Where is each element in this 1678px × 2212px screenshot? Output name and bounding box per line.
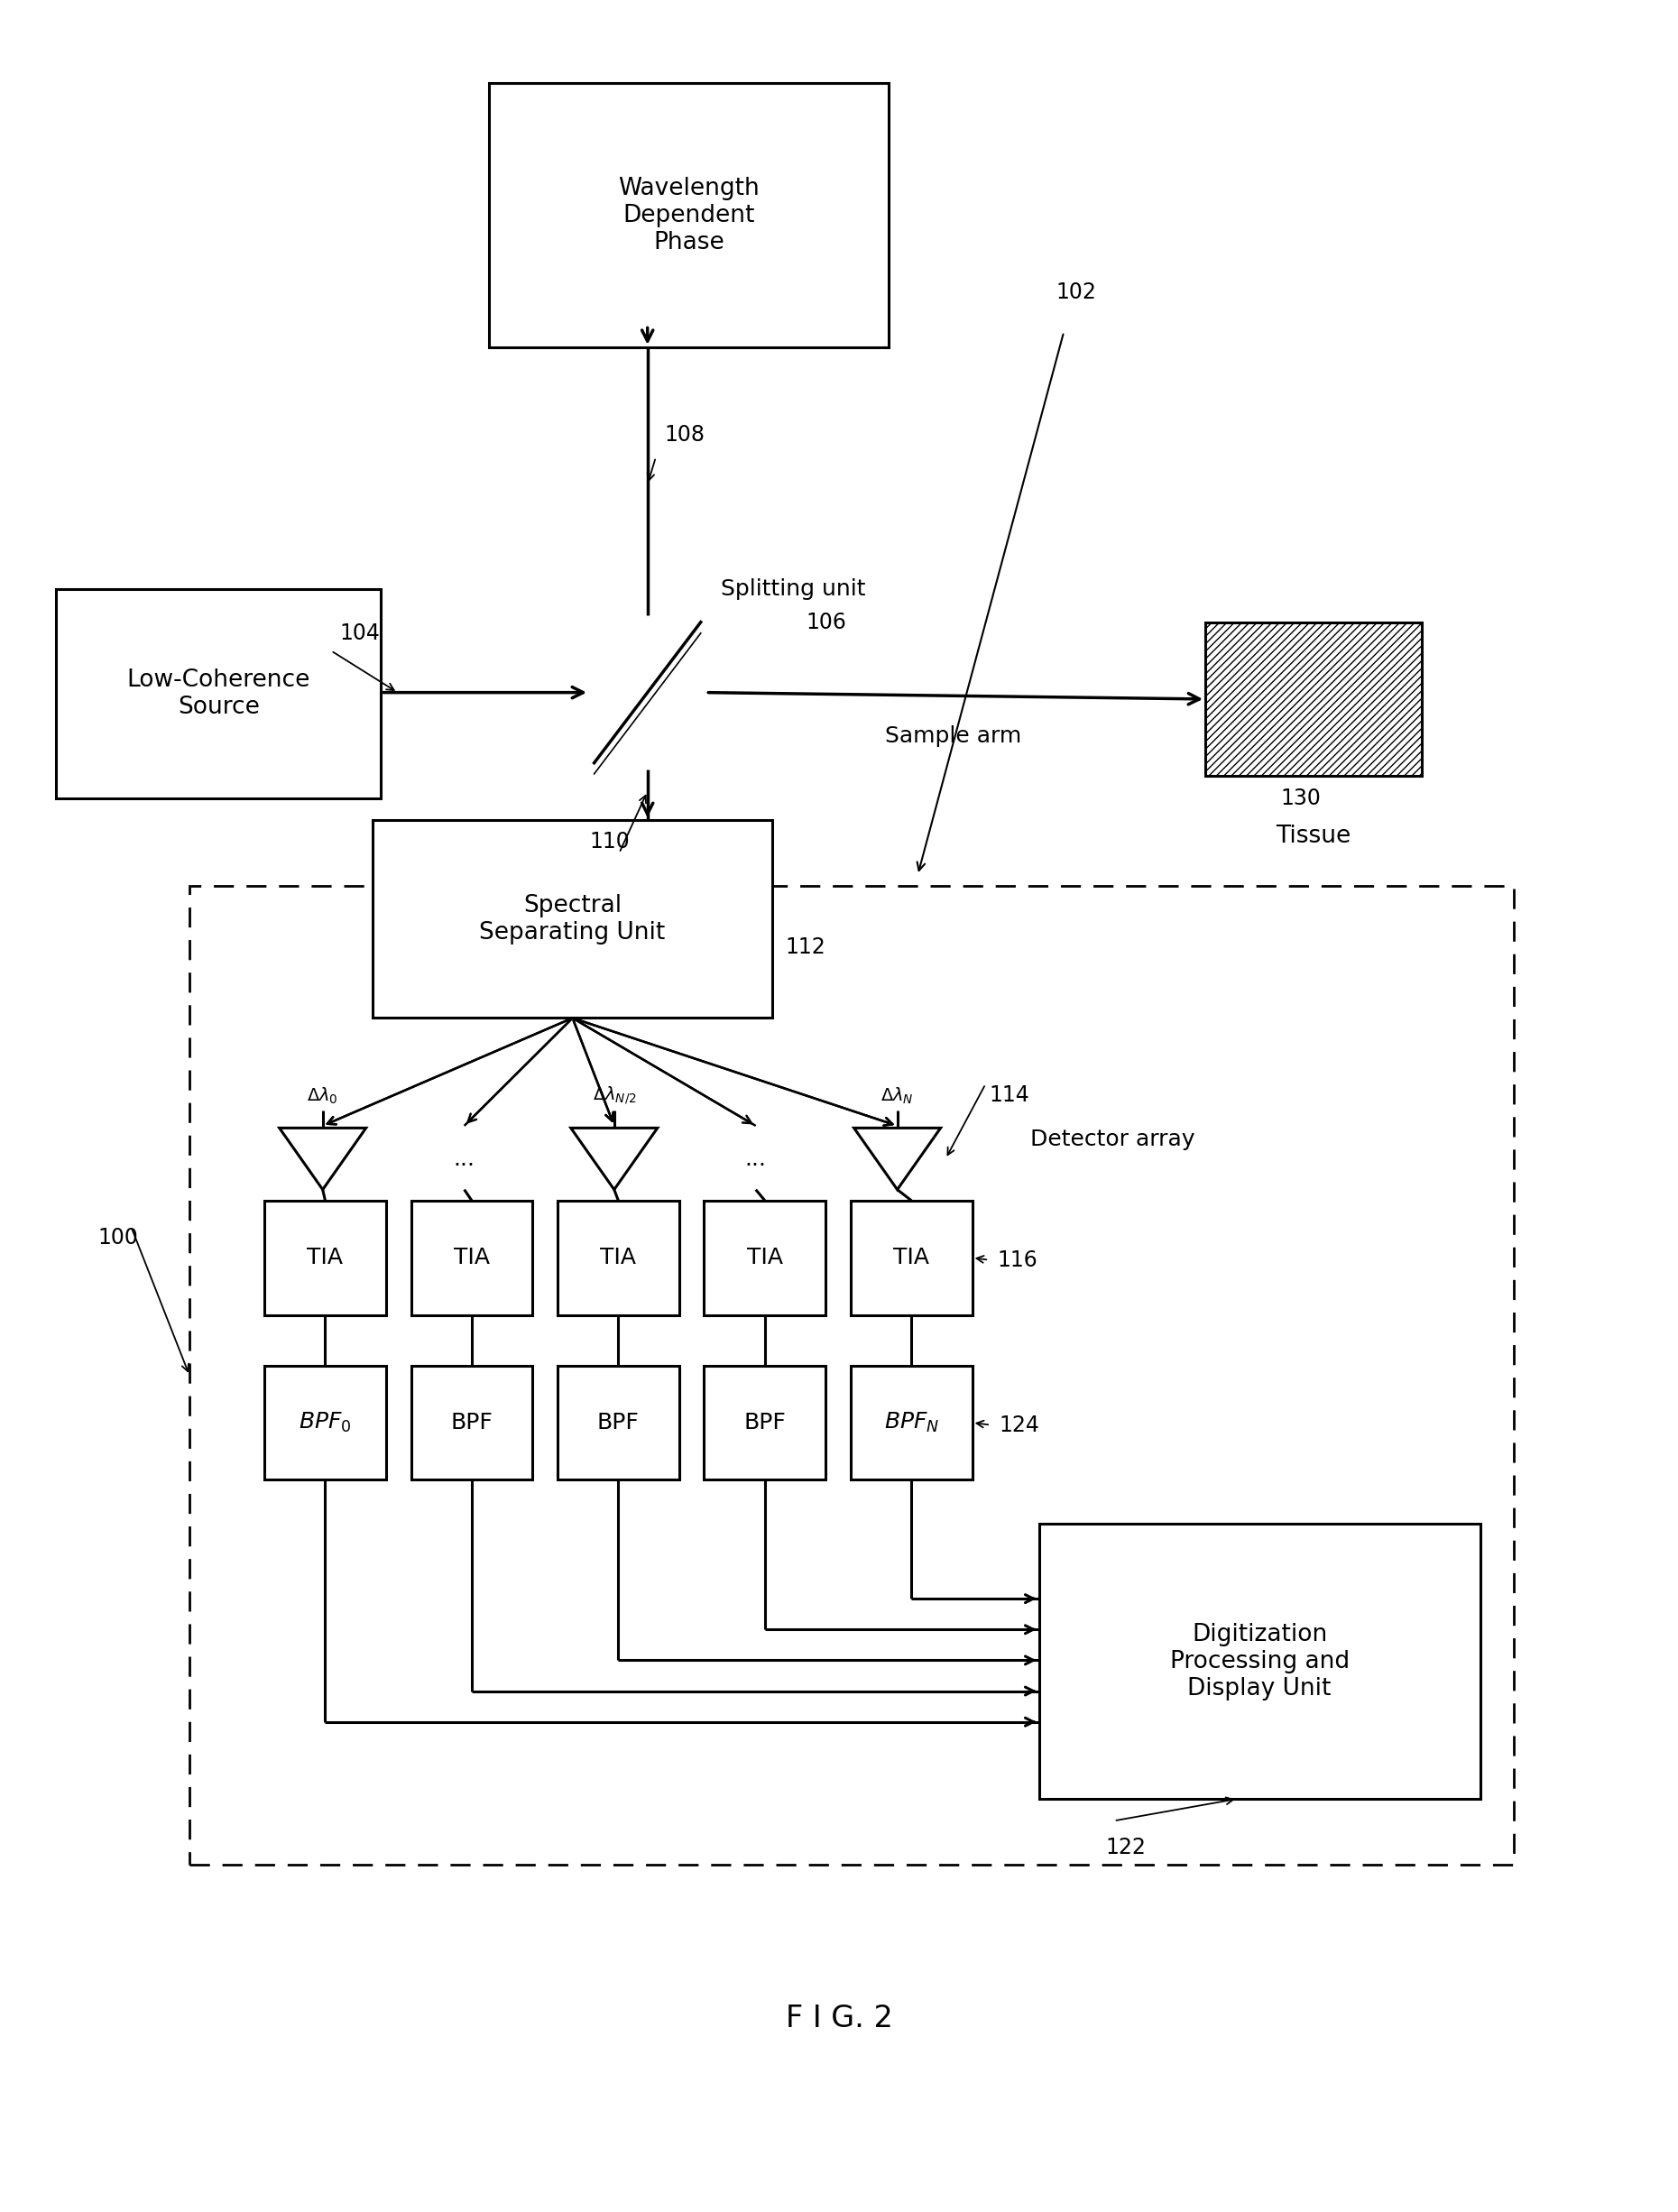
Text: BPF: BPF <box>743 1411 785 1433</box>
Text: Splitting unit: Splitting unit <box>722 580 866 599</box>
FancyBboxPatch shape <box>265 1365 386 1480</box>
Text: ...: ... <box>453 1148 475 1170</box>
Text: 100: 100 <box>97 1228 138 1250</box>
Text: $\Delta\lambda_{N/2}$: $\Delta\lambda_{N/2}$ <box>592 1084 636 1106</box>
Text: TIA: TIA <box>601 1248 636 1270</box>
Text: 124: 124 <box>998 1413 1039 1436</box>
FancyBboxPatch shape <box>705 1365 826 1480</box>
FancyBboxPatch shape <box>557 1365 680 1480</box>
Text: 110: 110 <box>589 832 629 854</box>
Text: F I G. 2: F I G. 2 <box>785 2004 893 2033</box>
Text: Detector array: Detector array <box>1030 1128 1195 1150</box>
Text: 130: 130 <box>1280 787 1321 810</box>
FancyBboxPatch shape <box>851 1201 972 1314</box>
FancyBboxPatch shape <box>57 588 381 799</box>
Text: 108: 108 <box>664 425 705 447</box>
FancyBboxPatch shape <box>411 1365 532 1480</box>
Text: TIA: TIA <box>453 1248 490 1270</box>
Text: $BPF_0$: $BPF_0$ <box>299 1411 352 1436</box>
Text: 106: 106 <box>805 611 846 633</box>
Text: TIA: TIA <box>307 1248 344 1270</box>
Text: 122: 122 <box>1106 1836 1146 1858</box>
Text: Wavelength
Dependent
Phase: Wavelength Dependent Phase <box>619 177 760 254</box>
Text: 104: 104 <box>339 622 379 644</box>
Text: $BPF_N$: $BPF_N$ <box>884 1411 940 1436</box>
FancyBboxPatch shape <box>1205 622 1421 776</box>
FancyBboxPatch shape <box>557 1201 680 1314</box>
FancyBboxPatch shape <box>265 1201 386 1314</box>
Text: $\Delta\lambda_0$: $\Delta\lambda_0$ <box>307 1086 339 1106</box>
Text: 114: 114 <box>988 1084 1029 1106</box>
Text: $\Delta\lambda_N$: $\Delta\lambda_N$ <box>881 1086 915 1106</box>
FancyBboxPatch shape <box>851 1365 972 1480</box>
FancyBboxPatch shape <box>373 821 772 1018</box>
Text: BPF: BPF <box>597 1411 639 1433</box>
Text: BPF: BPF <box>451 1411 493 1433</box>
FancyBboxPatch shape <box>490 84 889 347</box>
Text: TIA: TIA <box>747 1248 784 1270</box>
Text: ...: ... <box>745 1148 767 1170</box>
Text: 102: 102 <box>1055 281 1096 303</box>
Text: Low-Coherence
Source: Low-Coherence Source <box>128 668 310 719</box>
Text: Tissue: Tissue <box>1275 825 1351 847</box>
FancyBboxPatch shape <box>411 1201 532 1314</box>
FancyBboxPatch shape <box>1039 1524 1480 1798</box>
FancyBboxPatch shape <box>705 1201 826 1314</box>
Text: 116: 116 <box>997 1250 1037 1270</box>
Text: Sample arm: Sample arm <box>884 726 1022 748</box>
Text: 112: 112 <box>785 938 826 958</box>
Text: TIA: TIA <box>893 1248 930 1270</box>
Text: Spectral
Separating Unit: Spectral Separating Unit <box>480 894 666 945</box>
Text: Digitization
Processing and
Display Unit: Digitization Processing and Display Unit <box>1170 1624 1349 1701</box>
